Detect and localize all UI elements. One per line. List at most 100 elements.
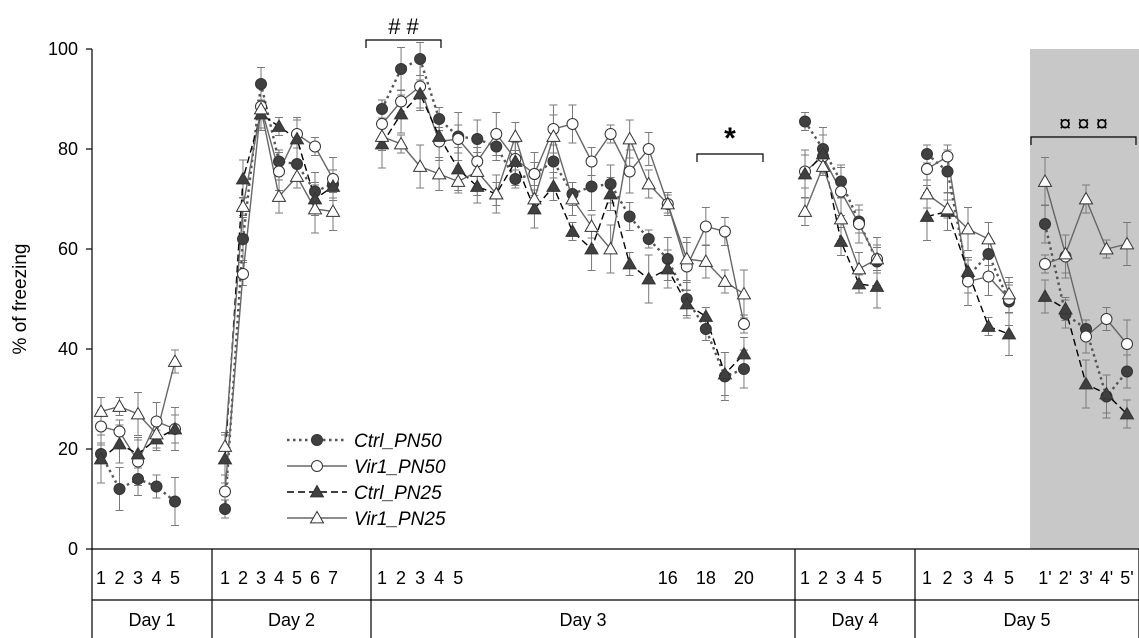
data-point-ctrl-pn25	[851, 276, 867, 290]
x-tick-label: 1	[96, 568, 106, 588]
x-tick-label: 4	[854, 568, 864, 588]
y-tick-label: 40	[58, 339, 78, 359]
data-point-vir1-pn25	[851, 261, 867, 275]
significance-label: ¤ ¤ ¤	[1059, 111, 1108, 136]
data-point-ctrl-pn25	[393, 106, 409, 120]
data-point-ctrl-pn25	[815, 146, 831, 160]
data-point-ctrl-pn25	[235, 171, 251, 185]
x-tick-label: 1	[800, 568, 810, 588]
data-point-ctrl-pn50	[169, 495, 181, 508]
y-axis-title: % of freezing	[10, 244, 31, 355]
data-point-vir1-pn50	[1039, 258, 1051, 270]
legend-marker	[309, 510, 325, 524]
day-label: Day 3	[559, 610, 606, 630]
data-point-ctrl-pn25	[93, 451, 109, 465]
data-point-ctrl-pn25	[869, 278, 885, 292]
legend-item: Vir1_PN50	[287, 457, 446, 478]
data-point-ctrl-pn50	[623, 210, 636, 223]
data-point-vir1-pn50	[219, 485, 231, 498]
data-point-vir1-pn25	[217, 438, 233, 452]
x-tick-label: 3	[963, 568, 973, 588]
series-line-ctrl-pn25	[926, 210, 1010, 335]
data-point-vir1-pn25	[698, 253, 714, 267]
data-point-vir1-pn50	[95, 420, 107, 433]
data-point-ctrl-pn25	[130, 446, 146, 460]
data-point-vir1-pn25	[374, 128, 390, 142]
data-point-ctrl-pn25	[1058, 301, 1073, 315]
data-point-vir1-pn50	[623, 165, 636, 178]
data-point-ctrl-pn25	[507, 153, 523, 167]
data-point-ctrl-pn25	[412, 86, 428, 100]
data-point-vir1-pn25	[488, 186, 504, 200]
day-label: Day 4	[831, 610, 878, 630]
data-point-ctrl-pn50	[273, 155, 285, 168]
data-point-ctrl-pn25	[1037, 288, 1053, 302]
data-point-ctrl-pn25	[833, 233, 849, 247]
data-point-vir1-pn50	[941, 150, 954, 163]
x-tick-label: 4	[274, 568, 284, 588]
data-point-ctrl-pn50	[547, 155, 560, 168]
data-point-vir1-pn50	[737, 318, 750, 330]
data-point-vir1-pn50	[113, 425, 126, 438]
day-label: Day 2	[268, 610, 315, 630]
data-point-ctrl-pn50	[255, 78, 267, 90]
data-point-ctrl-pn25	[919, 208, 935, 222]
data-point-ctrl-pn25	[1001, 326, 1017, 340]
data-point-vir1-pn25	[167, 353, 183, 367]
data-point-ctrl-pn25	[112, 436, 127, 450]
data-point-vir1-pn25	[235, 198, 251, 212]
data-point-vir1-pn50	[150, 415, 163, 428]
data-point-ctrl-pn50	[799, 115, 811, 128]
data-point-vir1-pn25	[546, 128, 561, 142]
data-point-ctrl-pn25	[431, 128, 447, 142]
y-tick-label: 100	[48, 39, 78, 59]
data-point-vir1-pn50	[395, 95, 408, 108]
x-tick-label: 4	[434, 568, 444, 588]
data-point-vir1-pn25	[325, 203, 341, 217]
data-point-ctrl-pn50	[642, 233, 655, 245]
data-point-vir1-pn25	[507, 128, 523, 142]
data-point-vir1-pn25	[960, 221, 976, 235]
data-point-vir1-pn25	[271, 188, 287, 202]
data-point-vir1-pn50	[982, 270, 995, 283]
x-tick-label: 3	[415, 568, 425, 588]
series-line-ctrl-pn50	[1043, 223, 1128, 399]
significance-label: # #	[388, 14, 419, 39]
legend-item: Ctrl_PN25	[287, 483, 442, 504]
data-point-ctrl-pn50	[737, 363, 750, 375]
data-point-ctrl-pn50	[835, 175, 847, 188]
data-point-vir1-pn50	[1121, 338, 1133, 350]
data-point-ctrl-pn25	[736, 346, 752, 360]
data-point-ctrl-pn50	[941, 165, 954, 178]
data-point-vir1-pn50	[921, 163, 933, 175]
x-tick-label: 3	[836, 568, 846, 588]
data-point-ctrl-pn50	[699, 323, 712, 335]
data-point-ctrl-pn50	[490, 140, 503, 153]
significance-bracket	[365, 39, 442, 48]
data-point-vir1-pn25	[527, 191, 542, 205]
significance-label: *	[724, 122, 736, 155]
data-point-vir1-pn50	[835, 185, 847, 198]
data-point-ctrl-pn50	[1121, 365, 1133, 378]
day-label: Day 1	[128, 610, 175, 630]
legend-label: Ctrl_PN50	[354, 431, 442, 452]
x-tick-label: 5'	[1120, 568, 1133, 588]
data-point-ctrl-pn50	[237, 233, 249, 245]
x-tick-label: 5	[292, 568, 302, 588]
data-point-vir1-pn25	[717, 273, 733, 287]
data-point-ctrl-pn25	[981, 318, 996, 332]
data-point-ctrl-pn25	[450, 161, 466, 175]
data-point-ctrl-pn50	[132, 473, 144, 485]
data-point-vir1-pn25	[815, 158, 831, 172]
y-tick-label: 60	[58, 239, 78, 259]
data-point-vir1-pn50	[718, 225, 731, 238]
data-point-ctrl-pn25	[469, 178, 485, 192]
y-tick-label: 0	[68, 539, 78, 559]
data-point-ctrl-pn25	[217, 451, 233, 465]
x-tick-label: 20	[734, 568, 754, 588]
data-point-vir1-pn50	[699, 220, 712, 233]
data-point-ctrl-pn50	[219, 503, 231, 515]
data-point-ctrl-pn50	[113, 483, 126, 495]
data-point-ctrl-pn25	[584, 241, 599, 255]
